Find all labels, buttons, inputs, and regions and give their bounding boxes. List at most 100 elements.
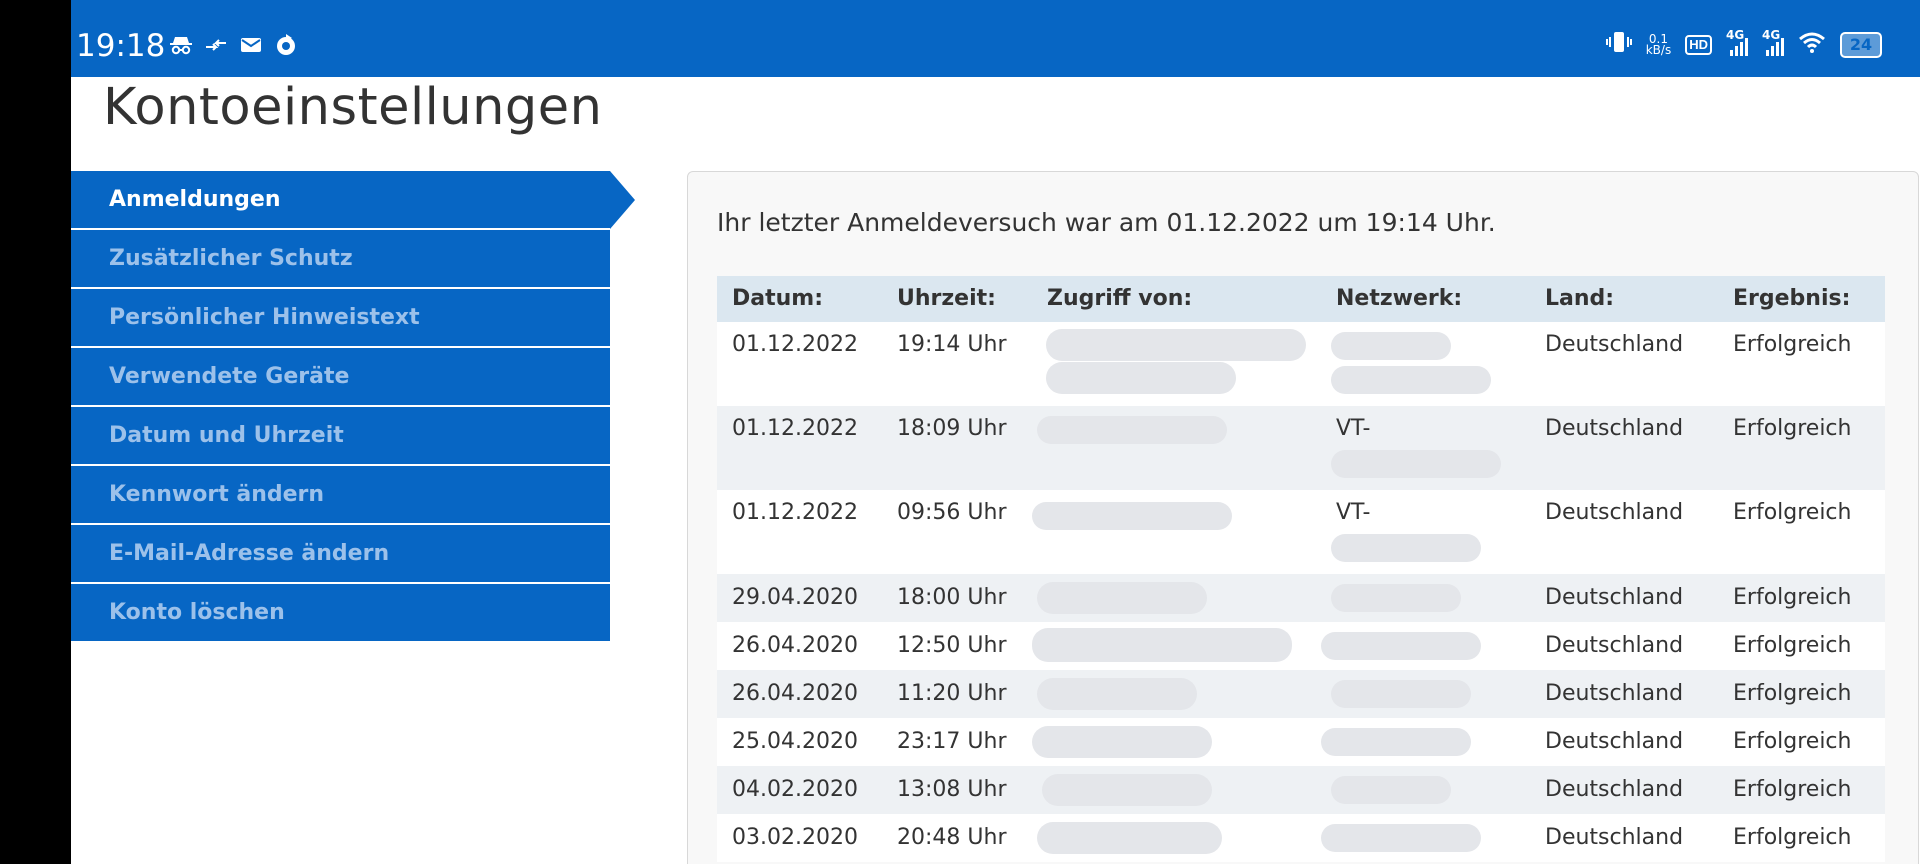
table-row: 04.02.2020 13:08 Uhr Deutschland Erfolgr… bbox=[717, 766, 1885, 814]
cell-result: Erfolgreich bbox=[1733, 825, 1852, 850]
redaction bbox=[1321, 632, 1481, 660]
column-header-land: Land: bbox=[1545, 286, 1615, 311]
cell-country: Deutschland bbox=[1545, 681, 1684, 706]
sidebar-item-kennwort-aendern[interactable]: Kennwort ändern bbox=[71, 466, 610, 525]
redaction bbox=[1331, 332, 1451, 360]
redaction bbox=[1331, 776, 1451, 804]
cell-date: 01.12.2022 bbox=[732, 416, 858, 441]
cell-network bbox=[1321, 814, 1530, 862]
redaction bbox=[1037, 678, 1197, 710]
cell-country: Deutschland bbox=[1545, 416, 1684, 441]
cell-access bbox=[1032, 718, 1321, 766]
cell-time: 18:09 Uhr bbox=[897, 416, 1007, 441]
redaction bbox=[1032, 628, 1292, 662]
redaction bbox=[1037, 822, 1222, 854]
column-header-uhrzeit: Uhrzeit: bbox=[897, 286, 996, 311]
cell-time: 23:17 Uhr bbox=[897, 729, 1007, 754]
sidebar-item-email-adresse-aendern[interactable]: E-Mail-Adresse ändern bbox=[71, 525, 610, 584]
network-speed: 0.1 kB/s bbox=[1645, 31, 1672, 57]
status-time: 19:18 bbox=[76, 28, 166, 64]
sidebar-item-zusaetzlicher-schutz[interactable]: Zusätzlicher Schutz bbox=[71, 230, 610, 289]
sidebar-item-konto-loeschen[interactable]: Konto löschen bbox=[71, 584, 610, 643]
last-attempt-text: Ihr letzter Anmeldeversuch war am 01.12.… bbox=[717, 208, 1496, 237]
table-row: 01.12.2022 09:56 Uhr VT- Deutschland Erf… bbox=[717, 490, 1885, 574]
cell-date: 25.04.2020 bbox=[732, 729, 858, 754]
signal-strength-icon: 4G bbox=[1726, 28, 1748, 56]
cell-result: Erfolgreich bbox=[1733, 585, 1852, 610]
cell-result: Erfolgreich bbox=[1733, 500, 1852, 525]
sidebar-item-verwendete-geraete[interactable]: Verwendete Geräte bbox=[71, 348, 610, 407]
table-row: 29.04.2020 18:00 Uhr Deutschland Erfolgr… bbox=[717, 574, 1885, 622]
cell-access bbox=[1032, 490, 1321, 574]
cell-country: Deutschland bbox=[1545, 825, 1684, 850]
cell-network: VT- bbox=[1321, 406, 1530, 490]
cell-time: 09:56 Uhr bbox=[897, 500, 1007, 525]
table-row: 03.02.2020 20:48 Uhr Deutschland Erfolgr… bbox=[717, 814, 1885, 862]
cell-country: Deutschland bbox=[1545, 585, 1684, 610]
sidebar-item-anmeldungen[interactable]: Anmeldungen bbox=[71, 171, 635, 230]
cell-time: 18:00 Uhr bbox=[897, 585, 1007, 610]
screen: 19:18 0.1 kB/s HD 4 bbox=[71, 0, 1920, 864]
cell-result: Erfolgreich bbox=[1733, 633, 1852, 658]
cell-date: 29.04.2020 bbox=[732, 585, 858, 610]
page-title: Kontoeinstellungen bbox=[103, 78, 603, 137]
cell-date: 01.12.2022 bbox=[732, 500, 858, 525]
status-right-icons: 0.1 kB/s HD 4G 4G 24 bbox=[1605, 28, 1882, 59]
cell-access bbox=[1032, 622, 1321, 670]
redaction bbox=[1321, 728, 1471, 756]
cell-date: 01.12.2022 bbox=[732, 332, 858, 357]
table-row: 01.12.2022 18:09 Uhr VT- Deutschland Erf… bbox=[717, 406, 1885, 490]
cell-date: 26.04.2020 bbox=[732, 681, 858, 706]
cell-country: Deutschland bbox=[1545, 729, 1684, 754]
login-table: Datum: Uhrzeit: Zugriff von: Netzwerk: L… bbox=[717, 276, 1885, 862]
cell-network bbox=[1321, 766, 1530, 814]
settings-sidebar: Anmeldungen Zusätzlicher Schutz Persönli… bbox=[71, 171, 635, 643]
redaction bbox=[1032, 726, 1212, 758]
cell-network bbox=[1321, 574, 1530, 622]
table-header: Datum: Uhrzeit: Zugriff von: Netzwerk: L… bbox=[717, 276, 1885, 322]
cell-result: Erfolgreich bbox=[1733, 729, 1852, 754]
cell-access bbox=[1032, 814, 1321, 862]
cell-date: 04.02.2020 bbox=[732, 777, 858, 802]
cell-time: 13:08 Uhr bbox=[897, 777, 1007, 802]
cell-result: Erfolgreich bbox=[1733, 777, 1852, 802]
cell-country: Deutschland bbox=[1545, 633, 1684, 658]
redaction bbox=[1037, 416, 1227, 444]
redaction bbox=[1321, 824, 1481, 852]
data-transfer-icon bbox=[203, 33, 229, 57]
cell-time: 12:50 Uhr bbox=[897, 633, 1007, 658]
status-left-icons bbox=[168, 33, 299, 57]
cell-date: 26.04.2020 bbox=[732, 633, 858, 658]
cell-time: 19:14 Uhr bbox=[897, 332, 1007, 357]
hd-voice-icon: HD bbox=[1685, 34, 1712, 55]
vibrate-icon bbox=[1605, 30, 1632, 59]
redaction bbox=[1331, 680, 1471, 708]
sidebar-item-datum-und-uhrzeit[interactable]: Datum und Uhrzeit bbox=[71, 407, 610, 466]
cell-result: Erfolgreich bbox=[1733, 681, 1852, 706]
cell-time: 11:20 Uhr bbox=[897, 681, 1007, 706]
table-row: 25.04.2020 23:17 Uhr Deutschland Erfolgr… bbox=[717, 718, 1885, 766]
redaction bbox=[1037, 582, 1207, 614]
login-history-panel: Ihr letzter Anmeldeversuch war am 01.12.… bbox=[687, 171, 1919, 864]
cell-access bbox=[1032, 574, 1321, 622]
battery-icon: 24 bbox=[1840, 31, 1882, 58]
cell-network: VT- bbox=[1321, 490, 1530, 574]
redaction bbox=[1331, 584, 1461, 612]
column-header-netzwerk: Netzwerk: bbox=[1336, 286, 1463, 311]
column-header-ergebnis: Ergebnis: bbox=[1733, 286, 1851, 311]
cell-result: Erfolgreich bbox=[1733, 416, 1852, 441]
sidebar-item-persoenlicher-hinweistext[interactable]: Persönlicher Hinweistext bbox=[71, 289, 610, 348]
cell-access bbox=[1032, 406, 1321, 490]
signal-strength-icon-2: 4G bbox=[1762, 28, 1784, 56]
table-row: 26.04.2020 12:50 Uhr Deutschland Erfolgr… bbox=[717, 622, 1885, 670]
cell-network bbox=[1321, 670, 1530, 718]
cell-country: Deutschland bbox=[1545, 332, 1684, 357]
redaction bbox=[1331, 450, 1501, 478]
cell-result: Erfolgreich bbox=[1733, 332, 1852, 357]
wifi-icon bbox=[1798, 31, 1826, 58]
cell-country: Deutschland bbox=[1545, 500, 1684, 525]
table-body: 01.12.2022 19:14 Uhr Deutschland Erfolgr… bbox=[717, 322, 1885, 862]
column-header-zugriff: Zugriff von: bbox=[1047, 286, 1193, 311]
cell-network bbox=[1321, 322, 1530, 406]
cell-time: 20:48 Uhr bbox=[897, 825, 1007, 850]
